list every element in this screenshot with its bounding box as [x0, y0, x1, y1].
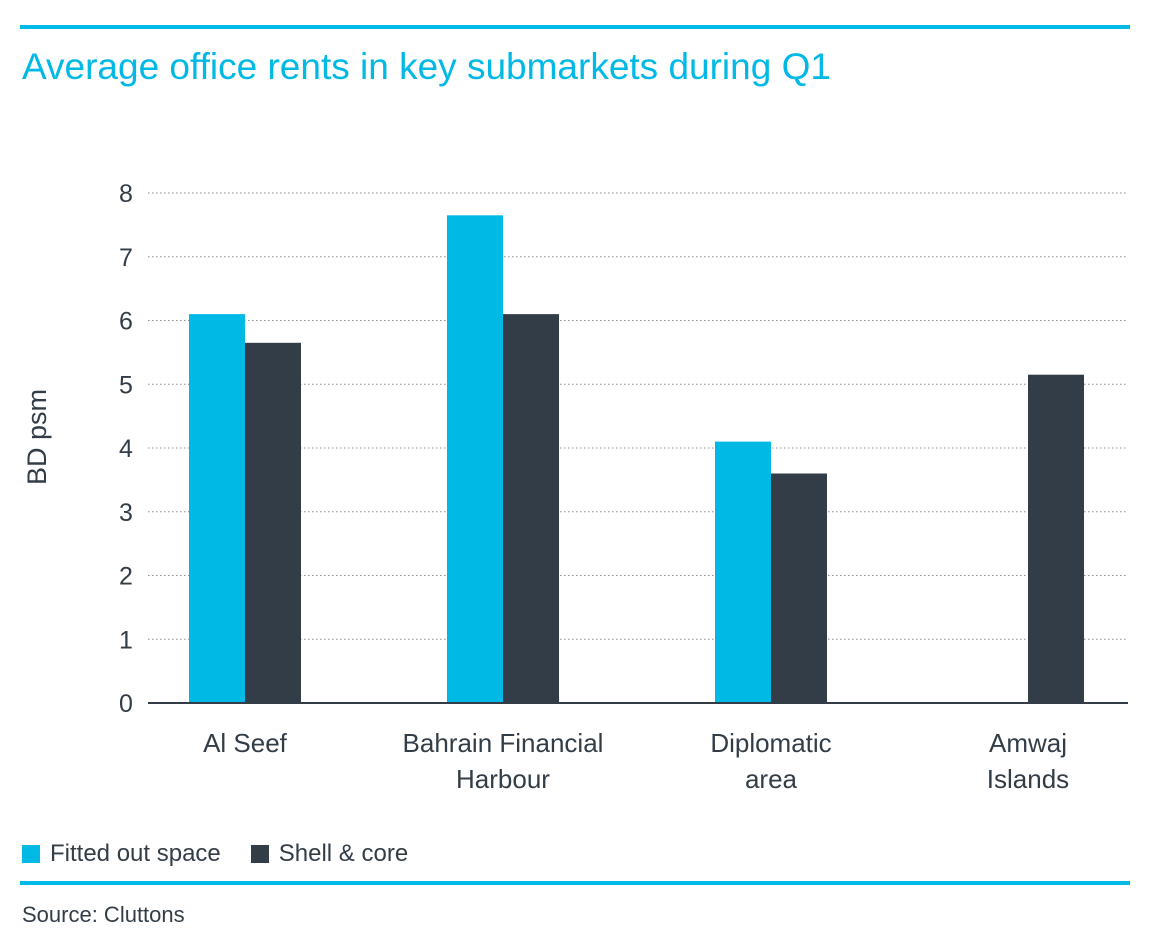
bottom-rule: [20, 881, 1130, 885]
bar-chart: 0 1 2 3 4 5 6 7 8 BD psm Al Seef Bahrain Financial H…: [22, 180, 1128, 794]
legend-label-fitted: Fitted out space: [50, 840, 221, 867]
y-tick-label: 8: [119, 180, 133, 208]
top-rule: [20, 25, 1130, 29]
y-tick-label: 5: [119, 371, 133, 399]
y-tick-label: 6: [119, 308, 133, 336]
y-tick-label: 1: [119, 626, 133, 654]
y-axis-label: BD psm: [22, 389, 52, 485]
legend-swatch-shell: [250, 845, 269, 863]
chart-title: Average office rents in key submarkets d…: [22, 46, 831, 87]
x-tick-label: Amwaj: [989, 728, 1067, 758]
x-tick-label: Diplomatic: [710, 728, 831, 758]
bar-fitted: [189, 314, 245, 703]
x-tick-label: Al Seef: [203, 728, 288, 758]
y-tick-label: 2: [119, 563, 133, 591]
y-tick-label: 0: [119, 690, 133, 718]
legend-item-fitted: Fitted out space: [22, 840, 221, 868]
x-tick-label: Harbour: [456, 764, 550, 794]
bar-fitted: [447, 215, 503, 703]
bar-shell: [503, 314, 559, 703]
bar-shell: [771, 473, 827, 703]
x-tick-label: Bahrain Financial: [403, 728, 604, 758]
source-note: Source: Cluttons: [22, 902, 185, 927]
y-tick-label: 7: [119, 244, 133, 272]
x-tick-label: Islands: [987, 764, 1069, 794]
legend-item-shell: Shell & core: [250, 840, 409, 868]
bar-fitted: [715, 441, 771, 703]
legend: Fitted out space Shell & core: [22, 840, 438, 868]
legend-label-shell: Shell & core: [278, 840, 409, 867]
x-tick-label: area: [745, 764, 798, 794]
bar-shell: [245, 342, 301, 703]
y-tick-label: 4: [119, 435, 133, 463]
y-tick-label: 3: [119, 499, 133, 527]
legend-swatch-fitted: [22, 845, 40, 863]
bar-shell: [1028, 374, 1084, 703]
